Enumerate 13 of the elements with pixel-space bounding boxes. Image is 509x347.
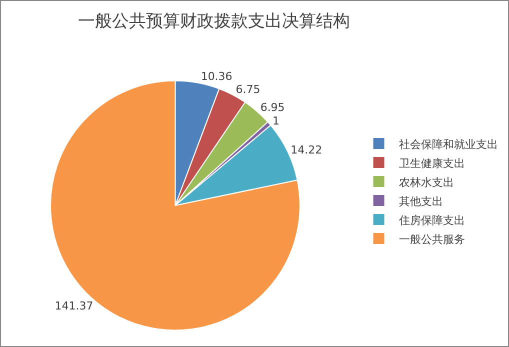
legend-label: 卫生健康支出 xyxy=(398,156,465,170)
data-label: 10.36 xyxy=(200,70,232,84)
legend-label: 住房保障支出 xyxy=(398,214,465,227)
data-label: 6.95 xyxy=(260,101,285,114)
data-label: 14.22 xyxy=(290,143,322,156)
data-label: 141.37 xyxy=(54,300,94,313)
legend-label: 一般公共服务 xyxy=(398,232,465,246)
legend-label: 社会保障和就业支出 xyxy=(398,138,498,151)
data-label: 6.75 xyxy=(236,83,260,96)
legend-label: 农林水支出 xyxy=(398,176,454,189)
data-label: 1 xyxy=(272,114,280,128)
legend-label: 其他支出 xyxy=(398,194,443,208)
chart-title: 一般公共预算财政拨款支出决算结构 xyxy=(78,12,350,32)
